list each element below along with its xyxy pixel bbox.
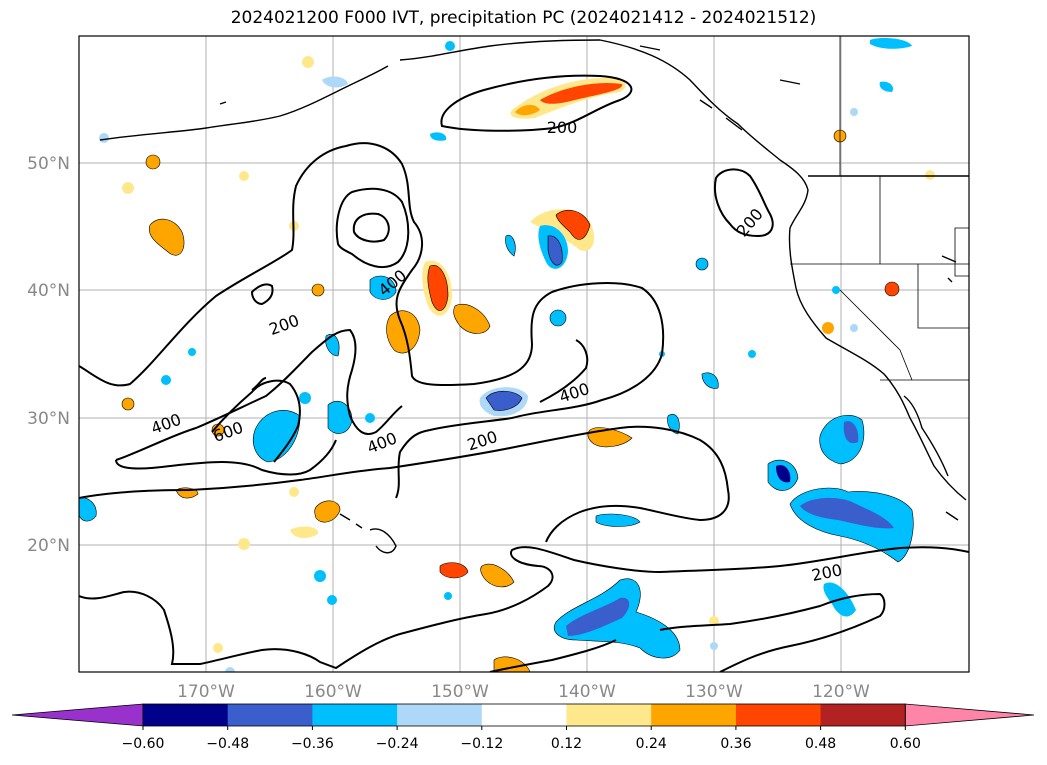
map-frame [78,35,970,673]
colorbar-segment [481,704,567,726]
colorbar-segment [735,704,822,726]
colorbar-tick-label: 0.48 [805,736,836,752]
map-background [79,36,969,672]
colorbar-tick-label: 0.60 [890,736,921,752]
lon-label: 160°W [304,682,362,702]
precip-positive-areas [121,56,935,672]
colorbar: −0.60 −0.48 −0.36 −0.24 −0.12 0.12 0.24 0.36 0.4… [11,703,1035,752]
lat-label: 30°N [27,409,70,429]
colorbar-segment [143,704,229,726]
colorbar-tick-label: −0.36 [291,736,334,752]
lat-label: 50°N [27,154,70,174]
lat-label: 40°N [27,281,70,301]
colorbar-segment [227,704,313,726]
colorbar-segment [820,704,906,726]
map-title: 2024021200 F000 IVT, precipitation PC (2… [230,8,817,28]
lon-tick-labels: 170°W 160°W 150°W 140°W 130°W 120°W [177,682,870,702]
colorbar-tick-label: 0.24 [636,736,667,752]
colorbar-segment [312,704,398,726]
colorbar-outline [142,703,906,727]
colorbar-segment [566,704,652,726]
colorbar-tick-label: −0.48 [206,736,249,752]
colorbar-tick-label: 0.12 [551,736,582,752]
colorbar-tick-label: 0.36 [720,736,751,752]
ivt-contours [79,74,969,672]
lat-label: 20°N [27,536,70,556]
colorbar-tick-label: −0.12 [460,736,503,752]
colorbar-segment [651,704,737,726]
coastlines [99,39,967,554]
colorbar-extend-low [11,703,144,727]
lat-tick-labels: 50°N 40°N 30°N 20°N [27,154,70,556]
gridlines [79,36,969,672]
lon-label: 150°W [431,682,489,702]
colorbar-segment [397,704,483,726]
lon-label: 170°W [177,682,235,702]
lon-label: 130°W [685,682,743,702]
contour-label: 200 [547,118,578,137]
lon-label: 120°W [812,682,870,702]
colorbar-tick-label: −0.24 [376,736,419,752]
colorbar-extend-high [904,703,1035,727]
lon-label: 140°W [558,682,616,702]
colorbar-tick-label: −0.60 [122,736,165,752]
